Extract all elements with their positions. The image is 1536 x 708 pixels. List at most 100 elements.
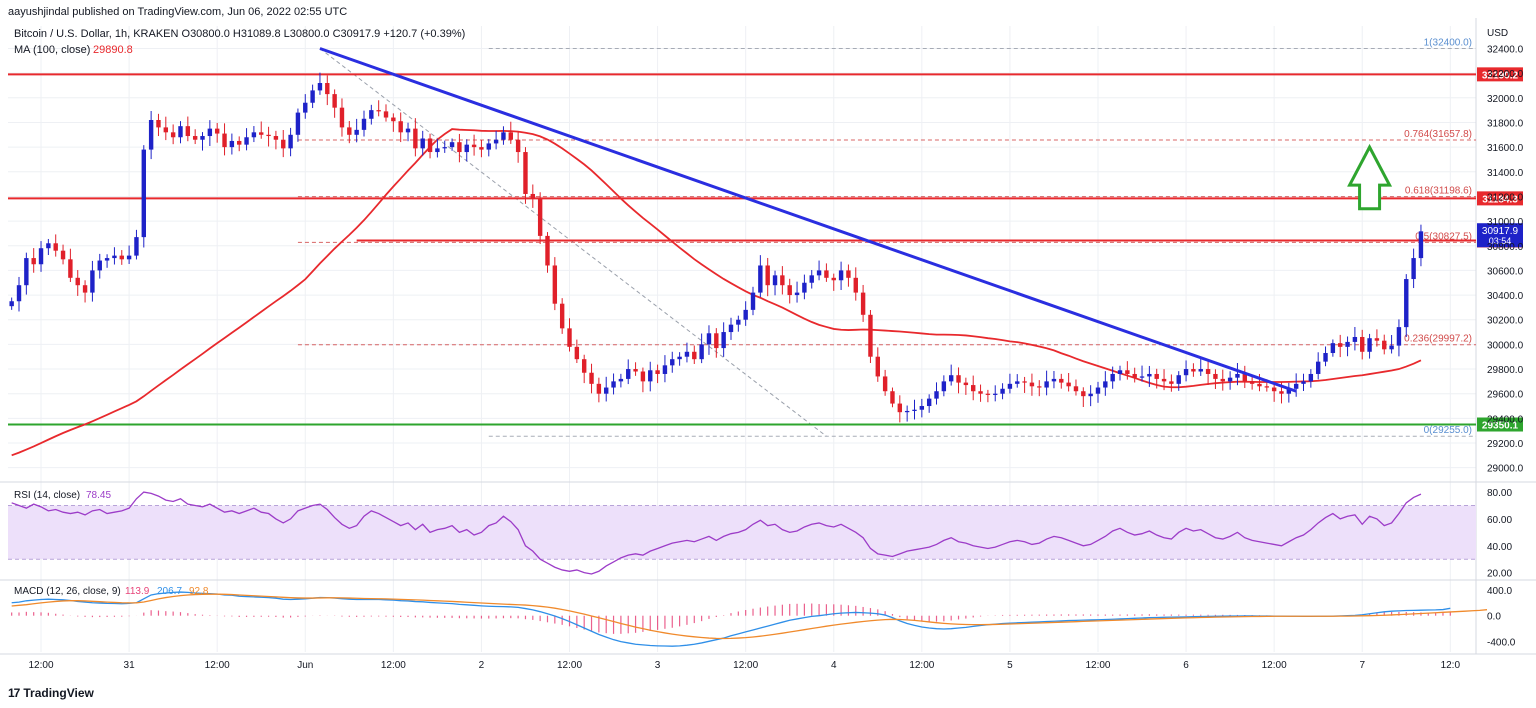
candle-body [68,259,73,278]
candle-body [237,140,242,145]
candle-body [501,132,506,140]
candle-body [1235,373,1240,378]
macd-tick-label: 400.0 [1487,586,1512,597]
candle-body [222,133,227,148]
candle-body [765,265,770,286]
candle-body [1213,373,1218,379]
candle-body [956,375,961,383]
candle-body [229,140,235,148]
candle-body [530,193,536,199]
fib-label: 0(29255.0) [1424,425,1472,436]
candle-body [692,351,697,360]
time-tick-label: 6 [1183,660,1189,671]
candle-body [926,398,932,407]
ma-legend-value: 29890.8 [93,44,133,56]
price-tick-label: 32400.0 [1487,44,1524,55]
candle-body [178,126,183,138]
candle-body [559,303,565,329]
candle-body [626,369,631,379]
macd-legend: MACD (12, 26, close, 9) [14,586,121,597]
candle-body [1411,258,1416,280]
candle-body [1132,373,1137,378]
candle-body [860,292,866,315]
candle-body [802,282,807,293]
candle-body [662,365,668,374]
candle-body [244,137,249,145]
price-tick-label: 32000.0 [1487,94,1524,105]
time-tick-label: 12:00 [1085,660,1110,671]
candle-body [589,372,594,384]
candle-body [479,147,484,150]
up-arrow-icon [1347,143,1393,211]
fib-label: 0.236(29997.2) [1404,334,1472,345]
candle-body [1389,345,1394,350]
candle-body [809,275,814,283]
price-tick-label: 30800.0 [1487,242,1524,253]
candle-body [919,406,925,410]
candle-body [163,127,169,133]
candle-body [875,356,880,377]
candle-body [354,129,359,135]
candle-body [1242,373,1247,382]
macd-signal-line [11,593,1488,640]
candle-body [736,319,741,325]
candle-body [38,248,44,265]
trading-chart[interactable]: RSI (14, close) 78.45 MACD (12, 26, close… [0,0,1536,680]
candle-body [780,275,785,286]
candle-body [31,258,36,265]
candle-body [743,309,748,320]
rsi-tick-label: 40.00 [1487,542,1512,553]
candle-body [449,142,455,148]
price-tick-label: 31400.0 [1487,168,1524,179]
candle-body [963,382,969,386]
candle-body [435,148,440,153]
candle-body [508,132,513,140]
candle-body [361,118,367,130]
candle-body [464,144,469,153]
candle-body [1073,386,1079,392]
candle-body [104,258,110,261]
candle-body [75,277,80,286]
candle-body [633,369,638,372]
candle-body [1051,378,1057,382]
candle-body [1315,361,1321,374]
candle-body [1015,381,1020,384]
price-tick-label: 29800.0 [1487,365,1524,376]
candle-body [347,127,352,135]
candle-body [1000,388,1005,394]
candle-body [1198,369,1203,372]
candle-body [948,375,954,382]
tradingview-logo[interactable]: 17 TradingView [8,686,94,700]
candle-body [82,285,88,293]
candle-body [1404,279,1409,328]
candle-body [1308,373,1314,382]
macd-tick-label: -400.0 [1487,638,1516,649]
candle-body [303,102,308,113]
candle-body [1345,341,1350,347]
candle-body [868,314,873,357]
rsi-pane: RSI (14, close) 78.45 [8,490,1476,575]
resistance-tag-label: 32190.2 [1482,70,1519,81]
candle-body [890,391,895,404]
candle-body [897,403,903,413]
candle-body [1007,383,1013,389]
candle-body [941,381,947,392]
candle-body [60,250,66,260]
fib-label: 0.618(31198.6) [1405,186,1472,197]
time-tick-label: 3 [655,660,661,671]
price-tick-label: 30600.0 [1487,266,1524,277]
candle-body [904,410,910,413]
time-tick-label: Jun [297,660,313,671]
macd-legend-value: 206.7 [157,586,182,597]
candle-body [369,110,374,119]
candle-body [148,120,154,150]
rsi-legend-value: 78.45 [86,490,111,501]
candle-body [398,121,403,133]
candle-body [471,144,477,148]
candle-body [97,260,102,271]
candle-body [9,301,14,307]
candle-body [413,128,418,149]
candle-body [1227,377,1233,382]
candlesticks [9,72,1424,423]
candle-body [824,270,829,278]
